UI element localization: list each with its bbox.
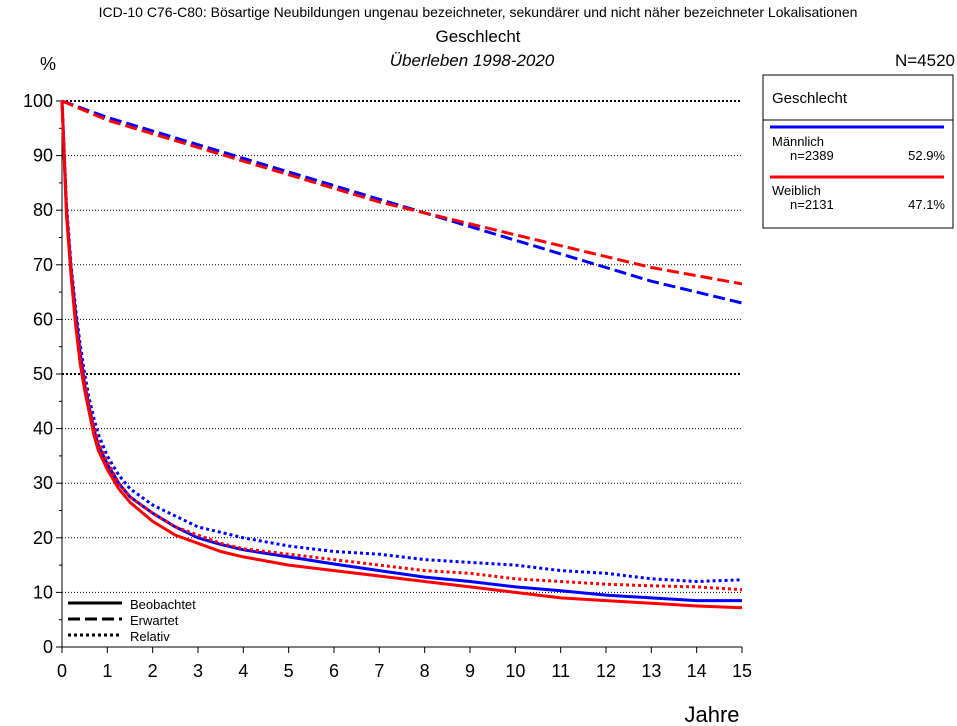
legend-label-relative: Relativ: [130, 629, 170, 644]
y-tick-label: 70: [33, 255, 53, 275]
grid-lines: [62, 100, 742, 593]
y-tick-label: 20: [33, 528, 53, 548]
x-axis-label: Jahre: [684, 702, 739, 726]
group-legend-box: [762, 74, 954, 229]
x-tick-label: 5: [284, 661, 294, 681]
group-legend: Geschlecht Männlich n=2389 52.9% Weiblic…: [762, 74, 954, 229]
style-legend: Beobachtet Erwartet Relativ: [68, 597, 196, 644]
y-axis-label: %: [40, 54, 56, 74]
x-tick-label: 13: [641, 661, 661, 681]
series-mnnlich-relativ: [60, 100, 743, 583]
y-tick-label: 0: [43, 637, 53, 657]
series-weiblich-relativ: [60, 100, 743, 592]
x-tick-label: 6: [329, 661, 339, 681]
x-tick-label: 15: [732, 661, 752, 681]
x-tick-label: 0: [57, 661, 67, 681]
group-legend-title: Geschlecht: [772, 90, 848, 107]
series-weiblich-erwartet: [61, 99, 743, 286]
series-weiblich-beobachtet: [60, 100, 743, 610]
x-ticks: 0 1 2 3 4 5 6 7 8 9 10 11 12 13 14 15: [57, 647, 752, 681]
legend-label-female: Weiblich: [772, 183, 821, 198]
x-tick-label: 11: [551, 661, 570, 681]
chart-subtitle: Geschlecht: [435, 27, 520, 46]
x-tick-label: 4: [238, 661, 248, 681]
legend-n-male: n=2389: [790, 148, 834, 163]
x-tick-label: 9: [465, 661, 475, 681]
x-tick-label: 1: [102, 661, 112, 681]
y-tick-label: 100: [23, 91, 53, 111]
legend-pct-male: 52.9%: [908, 148, 945, 163]
legend-label-male: Männlich: [772, 134, 824, 149]
chart-period: Überleben 1998-2020: [390, 51, 555, 70]
legend-label-observed: Beobachtet: [130, 597, 196, 612]
legend-pct-female: 47.1%: [908, 197, 945, 212]
y-tick-label: 30: [33, 473, 53, 493]
y-tick-label: 40: [33, 419, 53, 439]
legend-label-expected: Erwartet: [130, 613, 179, 628]
y-tick-label: 50: [33, 364, 53, 384]
chart-title: ICD-10 C76-C80: Bösartige Neubildungen u…: [99, 4, 858, 20]
y-tick-label: 60: [33, 309, 53, 329]
series-lines: [60, 99, 743, 610]
x-tick-label: 3: [193, 661, 203, 681]
x-tick-label: 2: [148, 661, 158, 681]
y-tick-label: 90: [33, 146, 53, 166]
x-tick-label: 14: [687, 661, 707, 681]
x-tick-label: 10: [505, 661, 525, 681]
series-mnnlich-beobachtet: [60, 100, 742, 603]
x-tick-label: 7: [374, 661, 384, 681]
y-ticks: 0 10 20 30 40 50 60 70 80 90 100: [23, 91, 62, 657]
series-mnnlich-erwartet: [61, 99, 743, 305]
total-n: N=4520: [895, 51, 955, 70]
y-tick-label: 10: [33, 582, 53, 602]
y-tick-label: 80: [33, 200, 53, 220]
legend-n-female: n=2131: [790, 197, 834, 212]
x-tick-label: 8: [420, 661, 430, 681]
x-tick-label: 12: [596, 661, 616, 681]
